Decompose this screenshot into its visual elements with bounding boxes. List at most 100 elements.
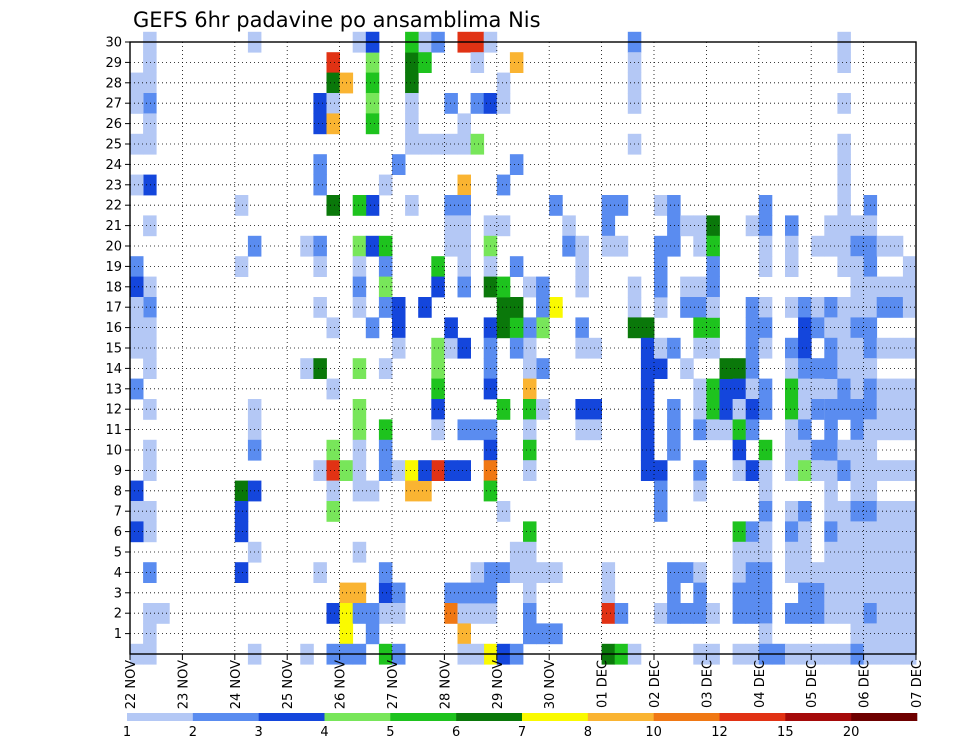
heatmap-cell	[496, 93, 511, 114]
heatmap-cell	[654, 480, 668, 502]
heatmap-cell	[693, 399, 707, 420]
heatmap-cell	[470, 603, 485, 624]
heatmap-cell	[902, 501, 917, 522]
heatmap-cell	[824, 603, 838, 624]
heatmap-cell	[837, 317, 851, 339]
heatmap-cell	[405, 72, 419, 94]
heatmap-cell	[352, 358, 367, 379]
colorbar-label: 5	[386, 725, 394, 740]
heatmap-cell	[706, 399, 720, 420]
heatmap-cell	[523, 399, 537, 420]
heatmap-cell	[352, 480, 367, 502]
heatmap-cell	[837, 93, 851, 114]
heatmap-cell	[850, 256, 864, 277]
heatmap-cell	[902, 562, 917, 583]
y-tick-label: 22	[105, 199, 122, 214]
heatmap-cell	[889, 501, 904, 522]
heatmap-cell	[876, 419, 891, 441]
heatmap-cell	[365, 113, 380, 135]
heatmap-cell	[876, 337, 891, 359]
heatmap-cell	[365, 235, 380, 257]
x-tick-label: 02 DEC	[648, 660, 663, 708]
heatmap-cell	[837, 133, 851, 155]
heatmap-cell	[143, 521, 157, 543]
y-tick-label: 5	[114, 546, 122, 561]
heatmap-cell	[850, 276, 864, 298]
heatmap-cell	[509, 52, 524, 73]
heatmap-cell	[758, 562, 773, 583]
heatmap-cell	[693, 276, 707, 298]
heatmap-cell	[850, 215, 864, 237]
heatmap-cell	[130, 378, 144, 400]
y-tick-label: 19	[105, 260, 122, 275]
heatmap-cell	[745, 215, 760, 237]
y-tick-label: 28	[105, 76, 122, 91]
heatmap-cell	[143, 317, 157, 339]
heatmap-cell	[889, 399, 904, 420]
heatmap-cell	[378, 562, 393, 583]
heatmap-cell	[745, 297, 760, 318]
x-tick-label: 30 NOV	[543, 660, 558, 709]
heatmap-cell	[130, 337, 144, 359]
heatmap-cell	[889, 460, 904, 481]
heatmap-cell	[798, 419, 812, 441]
heatmap-cell	[850, 439, 864, 461]
heatmap-cell	[326, 195, 340, 216]
heatmap-cell	[509, 562, 524, 583]
heatmap-cell	[549, 562, 563, 583]
heatmap-cell	[405, 93, 419, 114]
heatmap-cell	[758, 541, 773, 563]
heatmap-cell	[824, 297, 838, 318]
heatmap-cell	[876, 378, 891, 400]
heatmap-cell	[732, 521, 747, 543]
heatmap-cell	[378, 358, 393, 379]
x-tick-label: 26 NOV	[334, 660, 349, 709]
heatmap-cell	[902, 337, 917, 359]
heatmap-cell	[405, 52, 419, 73]
heatmap-cell	[234, 501, 249, 522]
heatmap-cell	[130, 256, 144, 277]
heatmap-cell	[889, 419, 904, 441]
heatmap-cell	[745, 337, 760, 359]
heatmap-cell	[876, 582, 891, 604]
heatmap-cell	[798, 501, 812, 522]
x-tick-label: 22 NOV	[124, 660, 139, 709]
heatmap-cell	[523, 378, 537, 400]
heatmap-cell	[732, 358, 747, 379]
heatmap-cell	[850, 603, 864, 624]
heatmap-cell	[588, 337, 602, 359]
heatmap-cell	[811, 297, 825, 318]
heatmap-cell	[365, 195, 380, 216]
heatmap-cell	[496, 399, 511, 420]
heatmap-cell	[745, 419, 760, 441]
heatmap-cell	[601, 562, 616, 583]
heatmap-cell	[365, 93, 380, 114]
heatmap-cell	[640, 358, 655, 379]
heatmap-cell	[706, 378, 720, 400]
heatmap-cell	[706, 215, 720, 237]
heatmap-cell	[706, 317, 720, 339]
heatmap-cell	[837, 174, 851, 196]
heatmap-cell	[444, 195, 458, 216]
heatmap-cell	[837, 541, 851, 563]
heatmap-cell	[143, 174, 157, 196]
heatmap-cell	[601, 603, 616, 624]
colorbar-swatch	[851, 713, 918, 721]
heatmap-cell	[130, 480, 144, 502]
heatmap-cell	[601, 195, 616, 216]
heatmap-cell	[562, 235, 576, 257]
heatmap-cell	[876, 235, 891, 257]
colorbar-label: 10	[645, 725, 662, 740]
heatmap-cell	[798, 521, 812, 543]
heatmap-cell	[850, 480, 864, 502]
heatmap-cell	[876, 541, 891, 563]
y-tick-label: 2	[114, 607, 122, 622]
heatmap-cell	[444, 133, 458, 155]
colorbar-label: 8	[584, 725, 592, 740]
heatmap-cell	[732, 582, 747, 604]
heatmap-cell	[798, 460, 812, 481]
heatmap-cell	[378, 439, 393, 461]
heatmap-cell	[889, 562, 904, 583]
colorbar-label: 4	[320, 725, 328, 740]
heatmap-cell	[588, 399, 602, 420]
